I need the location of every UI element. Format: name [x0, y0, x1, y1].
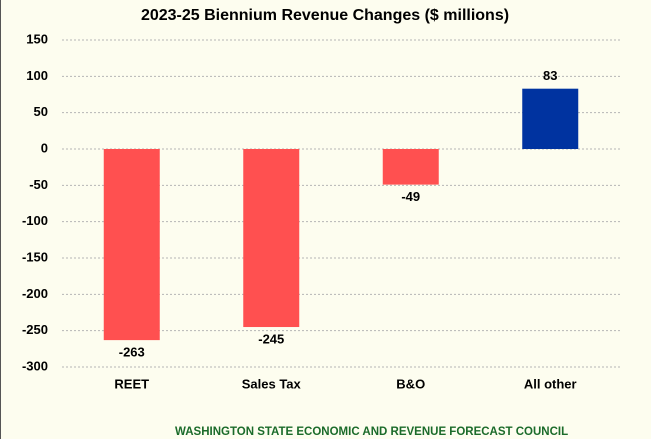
x-tick-label: All other [524, 376, 577, 391]
data-label: 83 [543, 68, 557, 83]
data-label: -49 [401, 189, 420, 204]
y-tick-label: -250 [22, 322, 48, 337]
y-tick-label: -300 [22, 358, 48, 373]
y-tick-label: 100 [26, 68, 48, 83]
bar [522, 88, 579, 149]
chart-title: 2023-25 Biennium Revenue Changes ($ mill… [141, 7, 509, 24]
bar [382, 149, 439, 185]
y-tick-label: 150 [26, 31, 48, 46]
footer: WASHINGTON STATE ECONOMIC AND REVENUE FO… [175, 426, 568, 438]
y-tick-label: 50 [34, 104, 48, 119]
y-tick-label: -50 [29, 177, 48, 192]
x-tick-label: Sales Tax [242, 376, 302, 391]
x-tick-label: B&O [396, 376, 425, 391]
y-tick-label: -150 [22, 249, 48, 264]
y-tick-label: 0 [41, 140, 48, 155]
data-label: -245 [258, 331, 284, 346]
y-tick-label: -100 [22, 213, 48, 228]
data-label: -263 [119, 345, 145, 360]
bar [103, 149, 160, 341]
bar [243, 149, 300, 328]
x-tick-label: REET [114, 376, 149, 391]
y-tick-label: -200 [22, 286, 48, 301]
